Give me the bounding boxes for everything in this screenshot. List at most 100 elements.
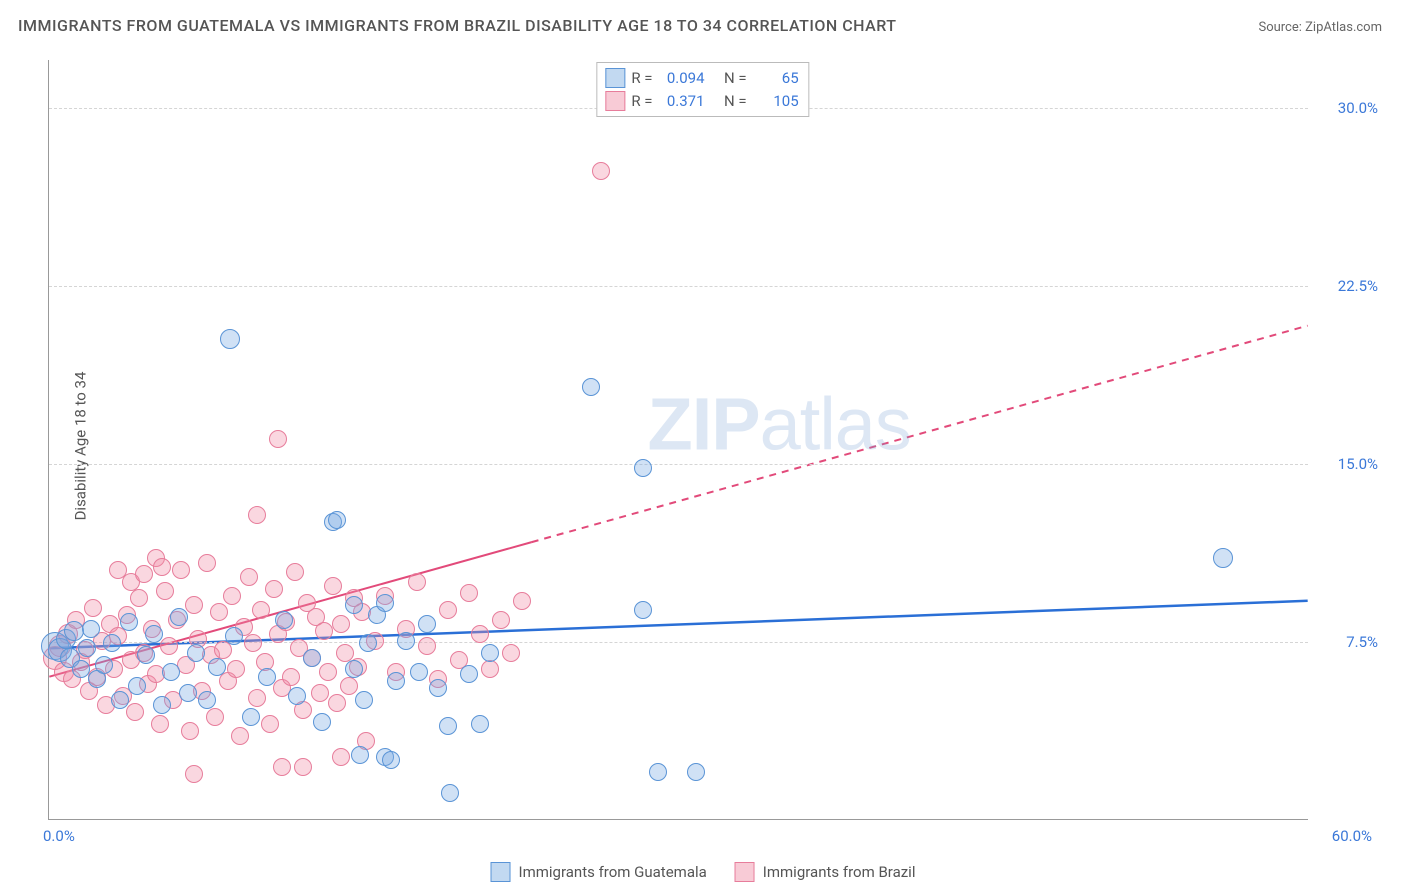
watermark: ZIPatlas — [648, 382, 911, 467]
data-point-brazil — [185, 596, 203, 614]
data-point-brazil — [340, 677, 358, 695]
data-point-guatemala — [64, 621, 84, 641]
gridline — [49, 464, 1308, 465]
data-point-guatemala — [328, 511, 346, 529]
data-point-brazil — [282, 668, 300, 686]
data-point-brazil — [198, 554, 216, 572]
data-point-brazil — [418, 637, 436, 655]
data-point-brazil — [181, 722, 199, 740]
data-point-brazil — [185, 765, 203, 783]
data-point-brazil — [252, 601, 270, 619]
data-point-brazil — [328, 694, 346, 712]
data-point-guatemala — [429, 679, 447, 697]
swatch-blue — [605, 68, 625, 88]
data-point-guatemala — [153, 696, 171, 714]
data-point-brazil — [126, 703, 144, 721]
r-label: R = — [631, 67, 652, 90]
data-point-guatemala — [120, 613, 138, 631]
data-point-guatemala — [345, 596, 363, 614]
data-point-guatemala — [1213, 548, 1233, 568]
data-point-guatemala — [582, 378, 600, 396]
n-value-guatemala: 65 — [753, 67, 799, 90]
data-point-brazil — [502, 644, 520, 662]
stat-row-guatemala: R = 0.094 N = 65 — [605, 67, 798, 90]
data-point-brazil — [135, 565, 153, 583]
legend-item-brazil: Immigrants from Brazil — [735, 862, 916, 882]
gridline — [49, 286, 1308, 287]
y-tick-label: 22.5% — [1318, 277, 1378, 295]
x-tick-label: 60.0% — [1332, 827, 1372, 845]
data-point-brazil — [269, 430, 287, 448]
data-point-brazil — [130, 589, 148, 607]
data-point-guatemala — [410, 663, 428, 681]
legend-label-guatemala: Immigrants from Guatemala — [519, 863, 707, 881]
data-point-guatemala — [242, 708, 260, 726]
data-point-brazil — [286, 563, 304, 581]
data-point-guatemala — [82, 620, 100, 638]
data-point-brazil — [471, 625, 489, 643]
data-point-guatemala — [471, 715, 489, 733]
data-point-brazil — [151, 715, 169, 733]
data-point-brazil — [294, 758, 312, 776]
scatter-plot: ZIPatlas 7.5%15.0%22.5%30.0%0.0%60.0% — [48, 60, 1308, 820]
data-point-brazil — [248, 689, 266, 707]
data-point-guatemala — [355, 691, 373, 709]
trend-lines — [49, 60, 1308, 819]
data-point-guatemala — [187, 644, 205, 662]
data-point-guatemala — [345, 660, 363, 678]
data-point-guatemala — [351, 746, 369, 764]
data-point-guatemala — [208, 658, 226, 676]
data-point-brazil — [265, 580, 283, 598]
data-point-guatemala — [418, 615, 436, 633]
y-tick-label: 30.0% — [1318, 99, 1378, 117]
stat-row-brazil: R = 0.371 N = 105 — [605, 90, 798, 113]
data-point-guatemala — [313, 713, 331, 731]
chart-title: IMMIGRANTS FROM GUATEMALA VS IMMIGRANTS … — [18, 16, 897, 35]
data-point-brazil — [460, 584, 478, 602]
data-point-guatemala — [145, 625, 163, 643]
data-point-guatemala — [128, 677, 146, 695]
x-tick-label: 0.0% — [43, 827, 75, 845]
data-point-brazil — [513, 592, 531, 610]
data-point-guatemala — [441, 784, 459, 802]
data-point-brazil — [244, 634, 262, 652]
data-point-brazil — [315, 622, 333, 640]
data-point-guatemala — [78, 639, 96, 657]
data-point-brazil — [261, 715, 279, 733]
data-point-guatemala — [634, 601, 652, 619]
data-point-guatemala — [382, 751, 400, 769]
data-point-guatemala — [179, 684, 197, 702]
data-point-brazil — [240, 568, 258, 586]
data-point-guatemala — [137, 646, 155, 664]
data-point-brazil — [408, 573, 426, 591]
data-point-guatemala — [481, 644, 499, 662]
data-point-guatemala — [376, 594, 394, 612]
r-value-guatemala: 0.094 — [659, 67, 705, 90]
data-point-guatemala — [359, 634, 377, 652]
data-point-brazil — [172, 561, 190, 579]
data-point-guatemala — [258, 668, 276, 686]
data-point-guatemala — [220, 329, 240, 349]
legend-label-brazil: Immigrants from Brazil — [763, 863, 916, 881]
data-point-guatemala — [288, 687, 306, 705]
data-point-guatemala — [397, 632, 415, 650]
data-point-brazil — [248, 506, 266, 524]
r-value-brazil: 0.371 — [659, 90, 705, 113]
swatch-pink — [735, 862, 755, 882]
swatch-pink — [605, 91, 625, 111]
data-point-brazil — [84, 599, 102, 617]
data-point-brazil — [210, 603, 228, 621]
data-point-brazil — [223, 587, 241, 605]
data-point-brazil — [311, 684, 329, 702]
bottom-legend: Immigrants from Guatemala Immigrants fro… — [491, 862, 916, 882]
stat-legend-box: R = 0.094 N = 65 R = 0.371 N = 105 — [596, 62, 809, 117]
data-point-brazil — [227, 660, 245, 678]
n-label: N = — [724, 90, 747, 113]
data-point-brazil — [156, 582, 174, 600]
data-point-brazil — [324, 577, 342, 595]
swatch-blue — [491, 862, 511, 882]
data-point-brazil — [319, 663, 337, 681]
data-point-brazil — [332, 748, 350, 766]
data-point-brazil — [273, 758, 291, 776]
data-point-guatemala — [275, 611, 293, 629]
